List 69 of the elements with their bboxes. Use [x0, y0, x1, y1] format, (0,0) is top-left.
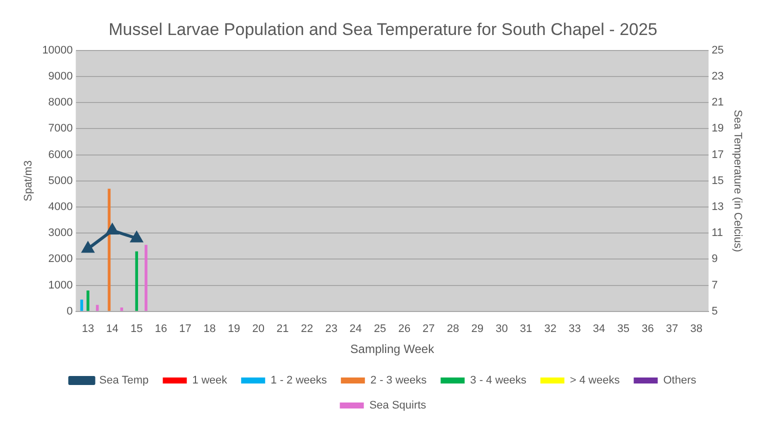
y-axis-title: Spat/m3	[22, 160, 35, 202]
bar	[144, 244, 148, 311]
y-tick-label: 5000	[48, 174, 73, 187]
x-tick-label: 38	[690, 323, 703, 336]
x-tick-label: 25	[374, 323, 386, 336]
x-tick-label: 33	[568, 323, 581, 336]
y2-tick-label: 5	[712, 305, 718, 318]
x-tick-label: 29	[471, 323, 484, 336]
y2-tick-label: 15	[712, 174, 724, 187]
legend-label: Sea Squirts	[369, 400, 427, 412]
x-tick-label: 30	[496, 323, 508, 336]
bar	[80, 300, 84, 311]
x-tick-label: 20	[252, 323, 264, 336]
x-tick-label: 21	[276, 323, 289, 336]
point	[82, 242, 94, 253]
x-tick-label: 18	[204, 323, 216, 336]
x-tick-label: 26	[398, 323, 410, 336]
x-tick-label: 17	[179, 323, 192, 336]
x-tick-label: 22	[300, 323, 314, 336]
point	[106, 224, 118, 234]
x-tick-label: 27	[422, 323, 435, 336]
legend-label: Others	[663, 374, 697, 387]
y2-tick-label: 17	[712, 148, 724, 161]
y2-tick-label: 23	[712, 70, 724, 83]
bar	[86, 290, 90, 311]
x-tick-label: 31	[520, 323, 532, 336]
x-tick-label: 23	[325, 323, 338, 336]
y2-axis-title: Sea Temperature (in Celcius)	[731, 110, 744, 252]
y2-tick-label: 21	[712, 96, 724, 109]
y2-tick-label: 11	[712, 227, 723, 240]
legend-label: 2 - 3 weeks	[370, 374, 428, 387]
y-tick-label: 6000	[48, 148, 73, 161]
bar	[120, 307, 124, 311]
x-tick-label: 36	[642, 323, 654, 336]
y-tick-label: 2000	[48, 253, 73, 266]
y-tick-label: 0	[66, 305, 73, 318]
x-tick-label: 16	[154, 323, 168, 336]
y2-tick-label: 19	[712, 122, 724, 135]
x-tick-label: 13	[82, 323, 94, 336]
y-tick-label: 9000	[48, 70, 73, 83]
legend-label: > 4 weeks	[570, 374, 620, 387]
y-tick-label: 8000	[48, 96, 73, 109]
y-tick-label: 10000	[42, 44, 73, 56]
bar	[96, 304, 99, 311]
legend-label: 3 - 4 weeks	[470, 374, 527, 387]
y2-tick-label: 7	[712, 279, 718, 292]
chart-title: Mussel Larvae Population and Sea Temperature for South Chapel - 2025	[108, 20, 658, 39]
y2-tick-label: 9	[712, 253, 718, 266]
x-tick-label: 24	[350, 323, 362, 336]
x-tick-label: 32	[544, 323, 556, 336]
x-axis-title: Sampling Week	[350, 342, 436, 356]
legend-label: 1 week	[192, 374, 228, 387]
x-tick-label: 34	[592, 323, 606, 336]
y-tick-label: 4000	[48, 201, 73, 214]
y2-tick-label: 25	[712, 44, 724, 56]
y2-tick-label: 13	[712, 201, 724, 214]
point	[130, 232, 142, 242]
bar	[135, 251, 138, 311]
legend-label: 1 - 2 weeks	[270, 374, 328, 387]
x-tick-label: 15	[130, 323, 143, 336]
y-tick-label: 7000	[48, 122, 73, 135]
legend-label: Sea Temp	[99, 374, 149, 387]
y-tick-label: 3000	[48, 227, 73, 240]
x-tick-label: 19	[228, 323, 240, 336]
y-tick-label: 1000	[48, 279, 73, 292]
x-tick-label: 37	[666, 323, 678, 336]
x-tick-label: 35	[617, 323, 630, 336]
x-tick-label: 14	[106, 323, 118, 336]
x-tick-label: 28	[446, 323, 460, 336]
